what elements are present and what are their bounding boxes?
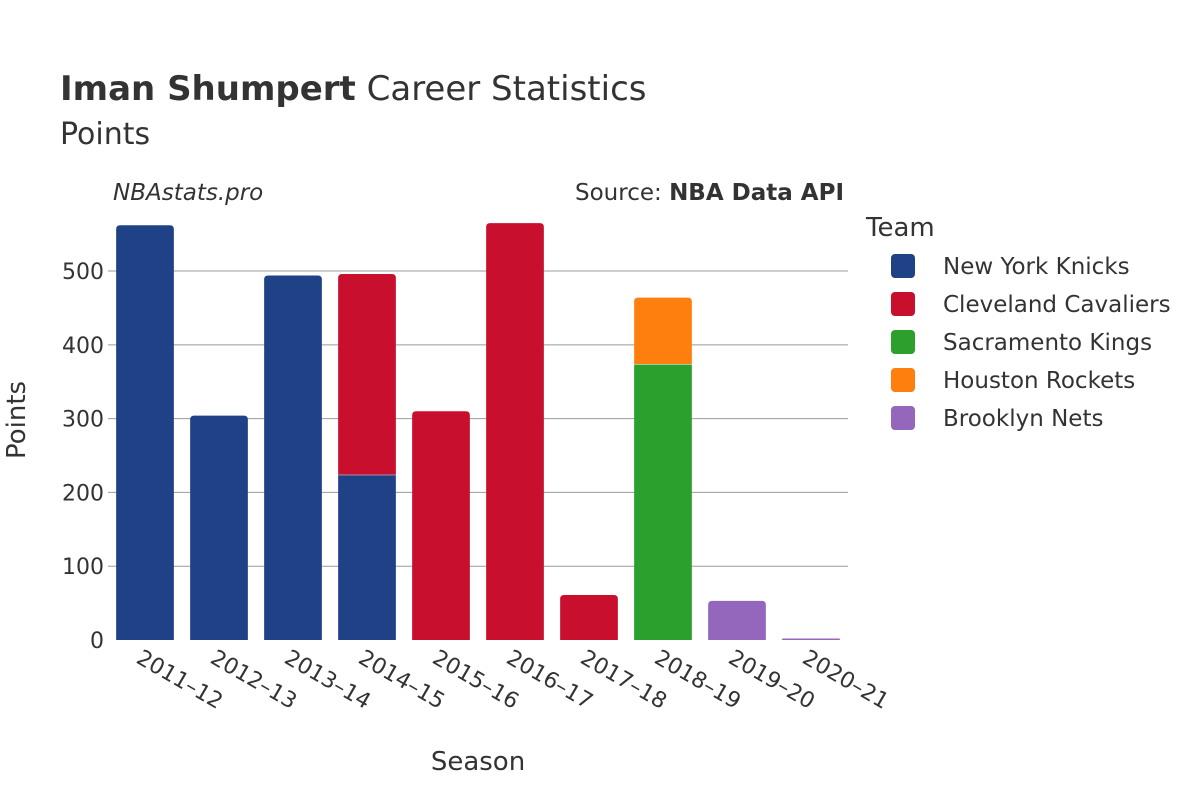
legend-item-cleveland-cavaliers[interactable]: Cleveland Cavaliers: [891, 292, 1171, 318]
bar-2015-16-cleveland-cavaliers[interactable]: [412, 411, 470, 640]
legend: New York Knicks Cleveland Cavaliers Sacram…: [891, 254, 1171, 432]
source-credit: Source: NBA Data API: [575, 180, 844, 206]
x-axis-label: Season: [431, 747, 525, 777]
source-label: Source:: [575, 180, 669, 206]
watermark-text: NBAstats.pro: [113, 180, 263, 206]
bar-2017-18-cleveland-cavaliers[interactable]: [560, 594, 618, 640]
y-tick-label-200: 200: [62, 481, 104, 506]
bar-2014-15-new-york-knicks[interactable]: [338, 474, 396, 640]
x-axis-ticks: 2011–122012–132013–142014–152015–162016–…: [132, 646, 893, 715]
legend-swatch-houston-rockets: [891, 368, 915, 392]
legend-label-houston-rockets: Houston Rockets: [943, 368, 1135, 394]
legend-label-cleveland-cavaliers: Cleveland Cavaliers: [943, 292, 1171, 318]
chart-title-player: Iman Shumpert: [60, 69, 356, 109]
bar-2018-19-sacramento-kings[interactable]: [634, 364, 692, 640]
y-tick-label-0: 0: [90, 629, 104, 654]
legend-title: Team: [865, 213, 935, 243]
legend-item-sacramento-kings[interactable]: Sacramento Kings: [891, 330, 1152, 356]
legend-item-brooklyn-nets[interactable]: Brooklyn Nets: [891, 406, 1103, 432]
bar-2018-19-houston-rockets[interactable]: [634, 297, 692, 365]
legend-item-new-york-knicks[interactable]: New York Knicks: [891, 254, 1130, 280]
legend-swatch-new-york-knicks: [891, 254, 915, 278]
y-tick-label-400: 400: [62, 334, 104, 359]
bars: [116, 223, 840, 640]
y-tick-label-300: 300: [62, 408, 104, 433]
bar-2013-14-new-york-knicks[interactable]: [264, 275, 322, 640]
chart-title: Iman Shumpert Career Statistics: [60, 69, 646, 109]
bar-2014-15-cleveland-cavaliers[interactable]: [338, 273, 396, 475]
legend-swatch-brooklyn-nets: [891, 406, 915, 430]
legend-label-new-york-knicks: New York Knicks: [943, 254, 1130, 280]
bar-2012-13-new-york-knicks[interactable]: [190, 415, 248, 640]
y-axis-ticks: 0 100 200 300 400 500: [62, 260, 104, 654]
legend-swatch-cleveland-cavaliers: [891, 292, 915, 316]
legend-label-sacramento-kings: Sacramento Kings: [943, 330, 1152, 356]
legend-label-brooklyn-nets: Brooklyn Nets: [943, 406, 1103, 432]
chart-subtitle: Points: [60, 117, 150, 152]
chart-title-rest: Career Statistics: [356, 69, 647, 109]
legend-item-houston-rockets[interactable]: Houston Rockets: [891, 368, 1135, 394]
bar-2016-17-cleveland-cavaliers[interactable]: [486, 223, 544, 640]
bar-2019-20-brooklyn-nets[interactable]: [708, 600, 766, 640]
y-tick-label-100: 100: [62, 555, 104, 580]
bar-2011-12-new-york-knicks[interactable]: [116, 225, 174, 640]
source-name: NBA Data API: [669, 180, 844, 206]
y-tick-label-500: 500: [62, 260, 104, 285]
bar-2020-21-brooklyn-nets[interactable]: [782, 638, 840, 640]
legend-swatch-sacramento-kings: [891, 330, 915, 354]
y-axis-label: Points: [2, 381, 32, 459]
